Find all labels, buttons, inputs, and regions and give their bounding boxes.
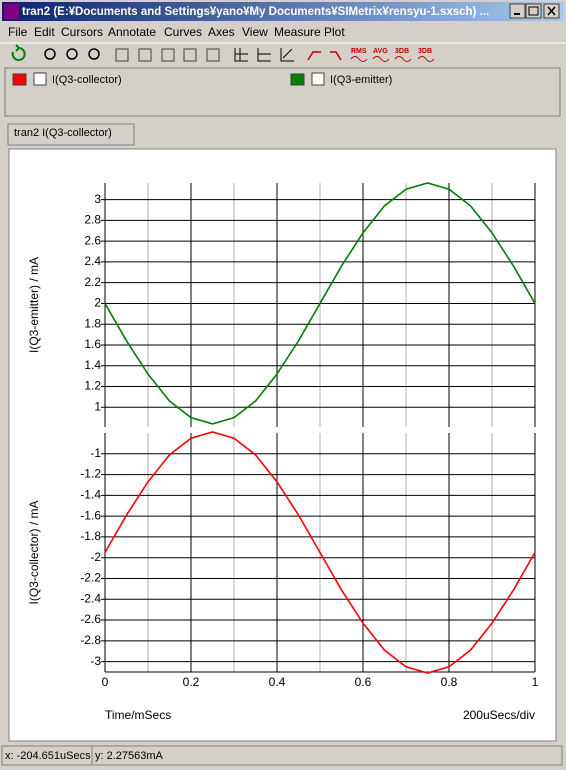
x-tick-label: 0 bbox=[102, 675, 109, 689]
y-tick-label: -1.6 bbox=[80, 508, 101, 522]
maximize-button[interactable] bbox=[525, 3, 542, 19]
menu-item[interactable]: Cursors bbox=[61, 25, 103, 39]
legend-label: I(Q3-emitter) bbox=[330, 74, 392, 86]
axes-icon[interactable] bbox=[257, 48, 271, 62]
menu-bar: File Edit Cursors Annotate Curves Axes View Mea… bbox=[8, 25, 345, 39]
toolbar-label[interactable]: 3DB bbox=[418, 48, 432, 55]
title-bar bbox=[2, 2, 564, 21]
series-line bbox=[104, 431, 536, 674]
tool-icon[interactable] bbox=[183, 48, 197, 62]
tool-icon[interactable] bbox=[115, 48, 129, 62]
window-title: tran2 (E:¥Documents and Settings¥yano¥My… bbox=[22, 6, 489, 18]
maximize-glyph bbox=[528, 6, 539, 16]
y-tick-label: -3 bbox=[90, 654, 101, 668]
y-tick-label: 1.2 bbox=[84, 379, 101, 393]
x-tick-label: 0.4 bbox=[269, 675, 286, 689]
y-tick-label: 2.4 bbox=[84, 254, 101, 268]
y-tick-label: -1.2 bbox=[80, 467, 101, 481]
legend-label: I(Q3-collector) bbox=[52, 74, 122, 86]
measure-wave bbox=[350, 56, 435, 62]
tab-label[interactable]: tran2 I(Q3-collector) bbox=[14, 127, 112, 139]
zoom-icon[interactable] bbox=[44, 48, 56, 60]
y-tick-label: 2.2 bbox=[84, 275, 101, 289]
tool-icon[interactable] bbox=[206, 48, 220, 62]
legend-panel bbox=[4, 67, 561, 117]
x-tick-label: 0.2 bbox=[183, 675, 200, 689]
zoom-icon[interactable] bbox=[88, 48, 100, 60]
y-tick-label: 3 bbox=[94, 192, 101, 206]
status-y: y: 2.27563mA bbox=[95, 750, 164, 762]
y-tick-label: 2 bbox=[94, 296, 101, 310]
y-tick-label: -2.8 bbox=[80, 633, 101, 647]
menu-item[interactable]: Annotate bbox=[108, 25, 156, 39]
y-tick-label: 1.6 bbox=[84, 337, 101, 351]
zoom-icon[interactable] bbox=[66, 48, 78, 60]
y-axis-label: I(Q3-collector) / mA bbox=[27, 500, 41, 604]
menu-item[interactable]: Edit bbox=[34, 25, 55, 39]
minimize-button[interactable] bbox=[509, 3, 526, 19]
y-tick-label: 1.8 bbox=[84, 316, 101, 330]
status-x: x: -204.651uSecs bbox=[5, 750, 91, 762]
toolbar-label[interactable]: AVG bbox=[373, 48, 388, 55]
y-tick-label: -2 bbox=[90, 550, 101, 564]
status-cell bbox=[91, 745, 563, 766]
measure-icon[interactable] bbox=[307, 51, 321, 61]
menu-item[interactable]: Plot bbox=[324, 25, 345, 39]
tab[interactable] bbox=[7, 123, 135, 146]
x-tick-label: 1 bbox=[532, 675, 539, 689]
legend-swatch bbox=[12, 73, 27, 86]
undo-icon[interactable] bbox=[11, 44, 26, 61]
charts: 1 1.2 1.4 1.6 1.8 2 2.2 2.4 2.6 2.8 3 I(Q3-emitter)… bbox=[27, 182, 539, 722]
toolbar: RMS AVG 3DB 3DB bbox=[11, 44, 435, 62]
y-tick-label: 2.6 bbox=[84, 233, 101, 247]
axes-icon[interactable] bbox=[234, 48, 248, 62]
axes-icon[interactable] bbox=[280, 48, 294, 62]
y-tick-label: -2.6 bbox=[80, 612, 101, 626]
tool-icon[interactable] bbox=[161, 48, 175, 62]
y-tick-label: -1.8 bbox=[80, 529, 101, 543]
window-buttons[interactable] bbox=[509, 3, 560, 19]
series-line bbox=[104, 182, 536, 425]
app-icon bbox=[4, 4, 19, 19]
y-tick-label: 2.8 bbox=[84, 213, 101, 227]
toolbar-label[interactable]: 3DB bbox=[395, 48, 409, 55]
y-tick-label: -1.4 bbox=[80, 488, 101, 502]
y-axis-label: I(Q3-emitter) / mA bbox=[27, 257, 41, 353]
menu-item[interactable]: File bbox=[8, 25, 28, 39]
x-axis-label: Time/mSecs bbox=[105, 708, 171, 722]
menu-item[interactable]: View bbox=[242, 25, 268, 39]
y-tick-label: -2.2 bbox=[80, 571, 101, 585]
menu-item[interactable]: Axes bbox=[208, 25, 235, 39]
menu-item[interactable]: Curves bbox=[164, 25, 202, 39]
plot-area bbox=[8, 148, 557, 742]
legend: I(Q3-collector) I(Q3-emitter) bbox=[12, 72, 392, 86]
tool-icon[interactable] bbox=[138, 48, 152, 62]
measure-icon[interactable] bbox=[330, 51, 342, 61]
legend-swatch bbox=[290, 73, 305, 86]
menu-item[interactable]: Measure bbox=[274, 25, 321, 39]
x-annotation: 200uSecs/div bbox=[463, 708, 535, 722]
y-tick-label: 1.4 bbox=[84, 358, 101, 372]
y-tick-label: -1 bbox=[90, 446, 101, 460]
y-tick-label: 1 bbox=[94, 399, 101, 413]
legend-checkbox[interactable] bbox=[311, 72, 325, 86]
x-tick-label: 0.8 bbox=[441, 675, 458, 689]
y-tick-label: -2.4 bbox=[80, 591, 101, 605]
x-tick-label: 0.6 bbox=[355, 675, 372, 689]
close-glyph bbox=[547, 6, 556, 16]
legend-checkbox[interactable] bbox=[33, 72, 47, 86]
toolbar-label[interactable]: RMS bbox=[351, 48, 367, 55]
